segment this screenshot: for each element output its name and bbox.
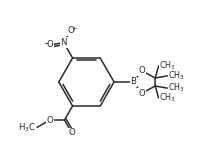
- Text: CH$_3$: CH$_3$: [159, 92, 176, 104]
- Text: O: O: [47, 41, 53, 50]
- Text: H$_3$C: H$_3$C: [18, 121, 36, 134]
- Text: N: N: [61, 38, 67, 47]
- Text: O: O: [46, 115, 53, 124]
- Text: O: O: [68, 128, 75, 137]
- Text: O: O: [138, 66, 145, 75]
- Text: B: B: [131, 78, 137, 86]
- Text: CH$_3$: CH$_3$: [159, 60, 176, 72]
- Text: CH$_3$: CH$_3$: [168, 70, 185, 82]
- Text: O: O: [138, 89, 145, 98]
- Text: O: O: [67, 26, 74, 35]
- Text: −: −: [43, 41, 49, 47]
- Text: +: +: [72, 26, 77, 32]
- Text: CH$_3$: CH$_3$: [168, 82, 185, 94]
